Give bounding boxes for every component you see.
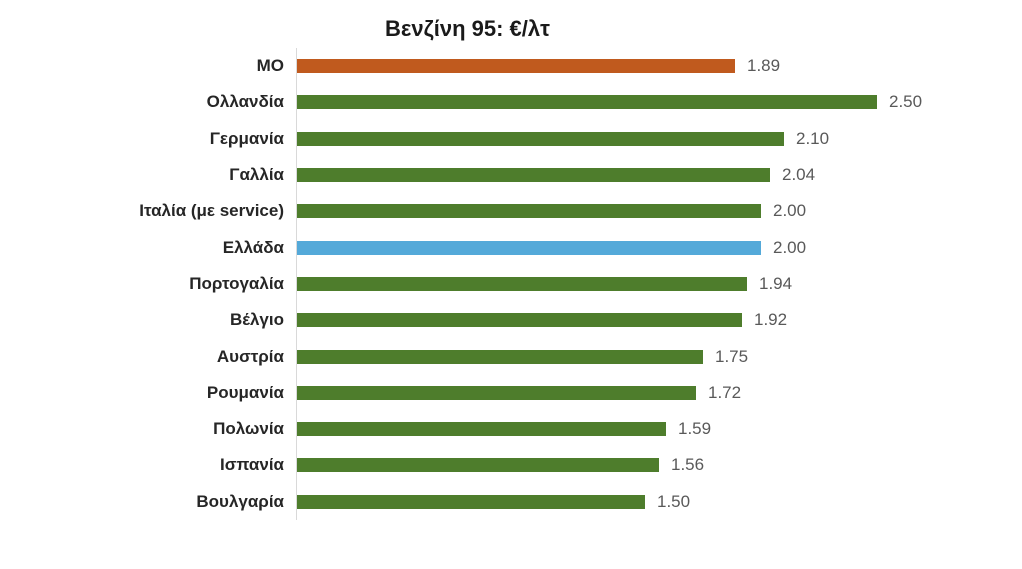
bar-track: 2.10 <box>296 120 935 157</box>
bar-default <box>297 313 742 328</box>
category-label: Ελλάδα <box>222 237 284 257</box>
bar-default <box>297 349 703 364</box>
category-label: Πολωνία <box>213 419 284 439</box>
category-label: Βέλγιο <box>230 310 284 330</box>
value-label: 1.56 <box>671 455 705 475</box>
category-label: Γαλλία <box>229 165 284 185</box>
value-label: 2.04 <box>782 165 816 185</box>
category-label: Βουλγαρία <box>196 491 284 511</box>
bar-default <box>297 131 784 146</box>
chart-row: ΜΟ 1.89 <box>0 48 935 85</box>
bar-track: 2.00 <box>296 193 935 230</box>
category-label: Πορτογαλία <box>189 273 284 293</box>
bar-default <box>297 385 696 400</box>
chart-row: Ολλανδία 2.50 <box>0 84 935 121</box>
bar-track: 1.50 <box>296 483 935 520</box>
value-label: 2.10 <box>796 128 830 148</box>
chart-row: Ισπανία 1.56 <box>0 447 935 484</box>
bar-track: 2.00 <box>296 229 935 266</box>
chart-row: Πορτογαλία 1.94 <box>0 265 935 303</box>
bar-track: 1.92 <box>296 302 935 339</box>
bar-track: 1.72 <box>296 374 935 411</box>
chart-row: Αυστρία 1.75 <box>0 338 935 375</box>
category-label: Ρουμανία <box>206 382 284 402</box>
value-label: 1.92 <box>754 310 788 330</box>
value-label: 2.00 <box>773 201 807 221</box>
category-label: Ολλανδία <box>206 92 284 112</box>
category-label: Ισπανία <box>220 455 284 475</box>
chart-row: Ρουμανία 1.72 <box>0 374 935 411</box>
bar-track: 1.94 <box>296 265 935 303</box>
bar-default <box>297 168 770 183</box>
bar-average <box>297 59 735 74</box>
value-label: 1.50 <box>657 491 691 511</box>
bar-track: 2.50 <box>296 84 935 121</box>
value-label: 1.89 <box>747 56 781 76</box>
plot-area: ΜΟ 1.89 Ολλανδία 2.50 Γερμανία 2.10 Γαλλία 2.04… <box>0 48 935 520</box>
category-label: ΜΟ <box>256 56 284 76</box>
chart-row: Γαλλία 2.04 <box>0 156 935 194</box>
chart-row: Ιταλία (με service) 2.00 <box>0 193 935 230</box>
bar-default <box>297 204 761 219</box>
chart-row: Βέλγιο 1.92 <box>0 302 935 339</box>
bar-track: 1.59 <box>296 410 935 448</box>
chart-row: Γερμανία 2.10 <box>0 120 935 157</box>
bar-default <box>297 95 877 110</box>
bar-track: 2.04 <box>296 156 935 194</box>
value-label: 1.75 <box>715 346 749 366</box>
bar-chart: Βενζίνη 95: €/λτ ΜΟ 1.89 Ολλανδία 2.50 Γερμα… <box>0 16 935 520</box>
bar-track: 1.56 <box>296 447 935 484</box>
category-label: Αυστρία <box>216 346 284 366</box>
chart-title: Βενζίνη 95: €/λτ <box>385 16 550 41</box>
bar-default <box>297 276 747 291</box>
bar-track: 1.75 <box>296 338 935 375</box>
category-label: Γερμανία <box>209 128 284 148</box>
value-label: 1.59 <box>678 419 712 439</box>
chart-row: Ελλάδα 2.00 <box>0 229 935 266</box>
category-label: Ιταλία (με service) <box>139 201 284 221</box>
value-label: 1.72 <box>708 382 742 402</box>
bar-default <box>297 494 645 509</box>
chart-row: Βουλγαρία 1.50 <box>0 483 935 520</box>
value-label: 1.94 <box>759 273 793 293</box>
bar-highlight <box>297 240 761 255</box>
bar-track: 1.89 <box>296 48 935 85</box>
chart-row: Πολωνία 1.59 <box>0 410 935 448</box>
bar-default <box>297 458 659 473</box>
value-label: 2.50 <box>889 92 923 112</box>
bar-default <box>297 422 666 437</box>
value-label: 2.00 <box>773 237 807 257</box>
